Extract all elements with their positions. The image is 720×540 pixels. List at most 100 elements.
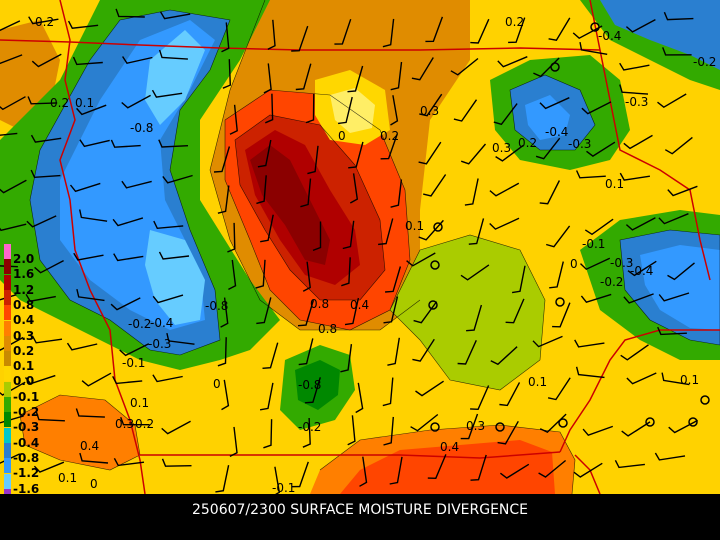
contour-label: -0.2 — [128, 317, 151, 331]
field-red-south — [340, 440, 555, 494]
border-west-river — [59, 0, 146, 494]
wind-barb — [161, 458, 192, 467]
contour-label: 0.2 — [35, 15, 54, 29]
wind-barb — [72, 56, 103, 66]
wind-barb — [619, 62, 650, 71]
wind-barb — [25, 293, 56, 302]
wind-barb — [158, 251, 190, 260]
contour-label: -0.2 — [298, 420, 321, 434]
wind-barb — [0, 415, 24, 424]
contour-label: -0.4 — [150, 316, 173, 330]
wind-barb — [497, 420, 519, 445]
contour-label: -0.1 — [272, 481, 295, 494]
wind-barb — [298, 338, 314, 366]
wind-barb — [300, 178, 312, 208]
wind-barb — [0, 336, 24, 351]
wind-barbs — [0, 8, 699, 494]
wind-barb — [340, 344, 353, 373]
contour-label: -0.1 — [122, 356, 145, 370]
contour-label: -0.4 — [598, 29, 621, 43]
wind-barb — [227, 222, 236, 253]
contour-lines — [19, 0, 720, 494]
field-cyan-east — [640, 245, 720, 330]
wind-barb — [619, 84, 649, 95]
wind-barb — [229, 104, 238, 135]
contour-label: 0.1 — [58, 471, 77, 485]
wind-barb — [221, 379, 230, 411]
contour-label: 0.3 — [492, 141, 511, 155]
contour-label: -0.3 — [610, 256, 633, 270]
wind-barb — [153, 220, 184, 230]
contour-label: 0.3 — [115, 417, 134, 431]
wind-barb — [460, 143, 487, 165]
wind-barb — [664, 136, 693, 155]
wind-barb — [490, 346, 518, 366]
wind-barb — [378, 218, 394, 246]
wind-barb — [450, 57, 479, 76]
wind-barb — [229, 426, 238, 458]
contour-label: 0.1 — [405, 219, 424, 233]
wind-barb — [158, 139, 189, 148]
wind-barb — [113, 457, 145, 467]
wind-barb — [30, 134, 62, 143]
wind-barb — [535, 137, 561, 160]
field-lightcyan-west-2 — [145, 30, 205, 125]
wind-barb — [341, 257, 351, 287]
legend-swatch — [4, 274, 11, 290]
wind-barb — [580, 293, 612, 304]
wind-barb — [539, 97, 570, 110]
wind-barb — [418, 219, 444, 241]
wind-barb — [387, 337, 400, 366]
wind-barb — [0, 381, 26, 396]
wind-barb — [619, 172, 651, 181]
wind-barb — [115, 8, 145, 18]
legend-label: -1.2 — [13, 466, 40, 481]
wind-barb — [295, 63, 312, 91]
wind-barb — [580, 257, 611, 271]
contour-label: -0.8 — [130, 121, 153, 135]
field-blue-northeast-corner — [600, 0, 720, 70]
legend-label: -0.8 — [13, 450, 40, 465]
wind-barb — [24, 374, 56, 385]
wind-barb — [385, 266, 402, 293]
wind-barb — [654, 452, 686, 461]
wind-barb — [344, 297, 360, 326]
wind-barb — [406, 252, 436, 267]
wind-barb — [262, 342, 279, 369]
wind-barb — [263, 63, 272, 94]
wind-barb — [573, 462, 603, 478]
legend-swatch — [4, 320, 11, 336]
wind-barb — [31, 53, 62, 68]
wind-barb — [499, 382, 521, 407]
wind-barb — [79, 209, 108, 222]
wind-barb — [380, 133, 398, 160]
legend-label: 0.0 — [13, 374, 35, 389]
wind-barb — [119, 343, 150, 357]
wind-barb — [418, 141, 442, 165]
wind-barb — [623, 134, 653, 150]
wind-barb — [31, 335, 63, 344]
wind-barb — [657, 326, 687, 336]
product-title: 250607/2300 SURFACE MOISTURE DIVERGENCE — [191, 502, 529, 518]
wind-barb — [423, 174, 447, 197]
legend-label: 1.6 — [13, 267, 35, 282]
wind-barb — [215, 465, 230, 493]
wind-barb — [667, 262, 695, 281]
contour-label: -0.3 — [568, 137, 591, 151]
wind-barb — [79, 139, 110, 148]
wind-barb — [255, 259, 266, 289]
legend-swatch — [4, 335, 11, 351]
wind-barb — [121, 180, 152, 189]
contour-label: -0.2 — [600, 275, 623, 289]
contour-label: 0.1 — [130, 396, 149, 410]
contour-label: -0.1 — [582, 237, 605, 251]
wind-barb — [383, 416, 394, 446]
legend-swatch — [4, 473, 11, 489]
wind-barb — [152, 374, 183, 383]
wind-barb — [338, 96, 353, 125]
contour-label: 0.2 — [135, 417, 154, 431]
wind-barb — [359, 456, 368, 487]
wind-barb — [122, 56, 153, 64]
wind-barb — [489, 217, 520, 230]
wind-barb — [81, 372, 112, 387]
